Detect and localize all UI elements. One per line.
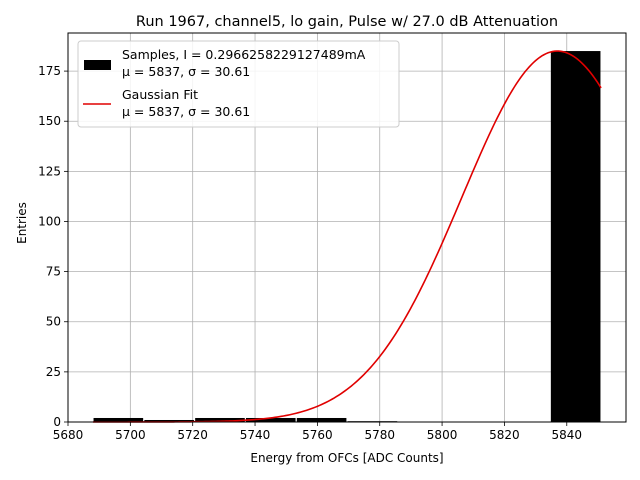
y-axis-label: Entries bbox=[15, 202, 29, 244]
histogram-bar bbox=[144, 419, 194, 422]
y-tick-label: 175 bbox=[38, 64, 61, 78]
x-tick-label: 5840 bbox=[551, 428, 582, 442]
axis-ticks: 5680 5700 5720 5740 5760 5780 5800 5820 5840 0 25 5… bbox=[38, 64, 582, 442]
histogram-bars bbox=[93, 51, 601, 423]
x-tick-label: 5760 bbox=[302, 428, 333, 442]
y-tick-label: 125 bbox=[38, 164, 61, 178]
x-tick-label: 5680 bbox=[53, 428, 84, 442]
histogram-bar bbox=[93, 417, 144, 422]
legend-bar-swatch bbox=[84, 60, 111, 70]
histogram-bar bbox=[550, 51, 601, 423]
legend-box bbox=[77, 40, 400, 128]
legend-samples-label: Samples, I = 0.2966258229127489mA bbox=[122, 47, 366, 62]
x-tick-label: 5720 bbox=[177, 428, 208, 442]
y-tick-label: 25 bbox=[46, 365, 61, 379]
x-tick-label: 5740 bbox=[240, 428, 271, 442]
legend-fit-stats: μ = 5837, σ = 30.61 bbox=[122, 104, 250, 119]
histogram-bar bbox=[296, 417, 347, 422]
legend-samples-stats: μ = 5837, σ = 30.61 bbox=[122, 64, 250, 79]
x-tick-label: 5700 bbox=[115, 428, 146, 442]
y-tick-label: 75 bbox=[46, 265, 61, 279]
histogram-bar bbox=[245, 417, 296, 422]
x-tick-label: 5820 bbox=[489, 428, 520, 442]
x-axis-label: Energy from OFCs [ADC Counts] bbox=[250, 451, 443, 465]
plot-frame bbox=[67, 32, 627, 423]
chart-title: Run 1967, channel5, lo gain, Pulse w/ 27… bbox=[136, 14, 558, 30]
y-tick-label: 150 bbox=[38, 114, 61, 128]
legend-fit-label: Gaussian Fit bbox=[122, 87, 198, 102]
x-tick-label: 5780 bbox=[364, 428, 395, 442]
y-tick-label: 50 bbox=[46, 315, 61, 329]
legend: Samples, I = 0.2966258229127489mA μ = 58… bbox=[77, 40, 400, 128]
histogram-bar bbox=[195, 417, 245, 422]
y-tick-label: 0 bbox=[53, 415, 61, 429]
x-tick-label: 5800 bbox=[427, 428, 458, 442]
y-tick-label: 100 bbox=[38, 214, 61, 228]
